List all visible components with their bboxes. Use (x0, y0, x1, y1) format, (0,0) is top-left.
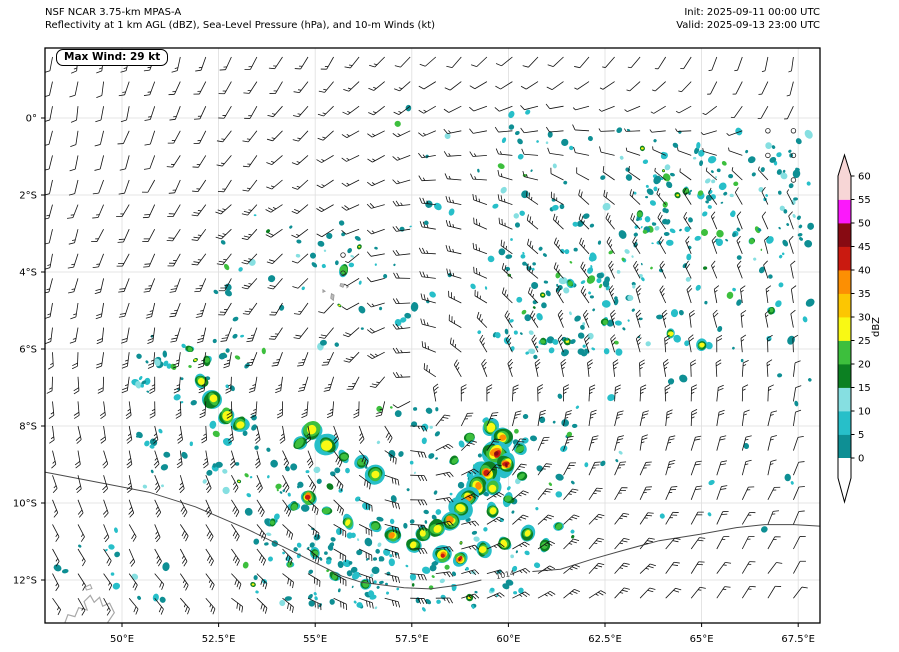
max-wind-badge: Max Wind: 29 kt (56, 49, 169, 66)
colorbar: 0 5 10 15 20 25 30 35 40 45 50 55 60 dBZ (837, 153, 882, 504)
grid-lines: 50°E 52.5°E 55°E 57.5°E 60°E 62.5°E 65°E 67.5°E… (13, 48, 820, 645)
colorbar-tick-label: 30 (858, 313, 871, 324)
colorbar-tick-label: 40 (858, 266, 871, 277)
coastlines (64, 283, 350, 623)
map-frame (44, 47, 821, 624)
colorbar-tick-label: 20 (858, 360, 871, 371)
calm-wind-circle (340, 270, 346, 276)
x-tick-label: 57.5°E (395, 634, 429, 645)
x-tick-label: 67.5°E (781, 634, 815, 645)
colorbar-tick-label: 50 (858, 219, 871, 230)
x-tick-label: 60°E (496, 634, 520, 645)
figure-title: NSF NCAR 3.75-km MPAS-A Reflectivity at 1… (45, 6, 435, 32)
colorbar-tick-label: 15 (858, 383, 871, 394)
x-tick-label: 65°E (690, 634, 714, 645)
title-line1: NSF NCAR 3.75-km MPAS-A (45, 7, 182, 18)
x-tick-label: 50°E (110, 634, 134, 645)
y-tick-label: 4°S (19, 268, 37, 279)
colorbar-tick-label: 5 (858, 430, 864, 441)
colorbar-tick-label: 10 (858, 407, 871, 418)
colorbar-tick-label: 25 (858, 336, 871, 347)
init-time: Init: 2025-09-11 00:00 UTC (684, 7, 820, 18)
map-content: 1014 (45, 56, 820, 623)
y-tick-label: 2°S (19, 191, 37, 202)
valid-time: Valid: 2025-09-13 23:00 UTC (676, 20, 820, 31)
x-tick-label: 52.5°E (202, 634, 236, 645)
y-tick-label: 6°S (19, 345, 37, 356)
run-times: Init: 2025-09-11 00:00 UTC Valid: 2025-09… (676, 6, 820, 32)
calm-wind-circle (340, 252, 346, 258)
reflectivity-cells (185, 186, 776, 590)
isobar-value-label: 1014 (495, 568, 516, 581)
colorbar-tick-label: 0 (858, 454, 864, 465)
x-tick-label: 55°E (303, 634, 327, 645)
colorbar-tick-label: 45 (858, 242, 871, 253)
colorbar-tick-label: 60 (858, 172, 871, 183)
colorbar-tick-label: 35 (858, 289, 871, 300)
y-tick-label: 10°S (13, 499, 37, 510)
y-tick-label: 12°S (13, 576, 37, 587)
wind-barbs (45, 56, 808, 616)
title-line2: Reflectivity at 1 km AGL (dBZ), Sea-Leve… (45, 20, 436, 31)
colorbar-unit-label: dBZ (871, 317, 882, 337)
x-tick-label: 62.5°E (588, 634, 622, 645)
colorbar-tick-label: 55 (858, 195, 871, 206)
isobar-1014: 1014 (45, 471, 820, 590)
y-tick-label: 8°S (19, 422, 37, 433)
y-tick-label: 0° (26, 114, 37, 125)
